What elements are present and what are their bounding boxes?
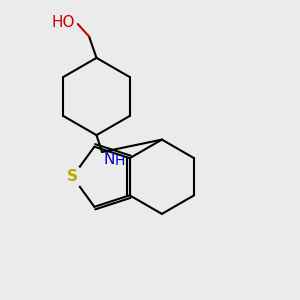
Text: H: H: [114, 154, 125, 169]
Text: N: N: [103, 152, 115, 167]
Text: S: S: [67, 169, 78, 184]
Text: HO: HO: [51, 15, 75, 30]
